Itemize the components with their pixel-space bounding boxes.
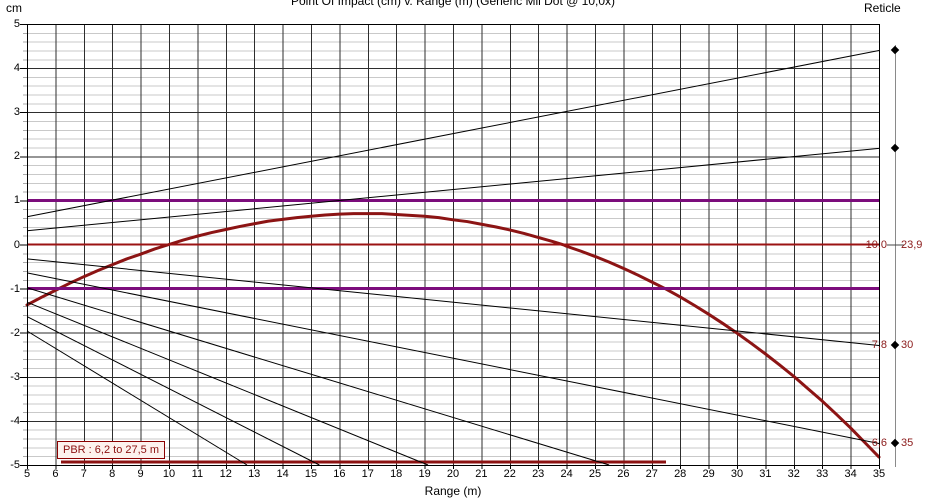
- x-tick-label: 14: [276, 468, 289, 480]
- reticle-mark-label-right: 30: [901, 339, 914, 352]
- x-tick-label: 29: [702, 468, 715, 480]
- y-tick-label: 3: [13, 106, 20, 119]
- y-tick-label: -2: [10, 326, 20, 339]
- x-tick-label: 8: [109, 468, 116, 480]
- x-tick-label: 31: [759, 468, 772, 480]
- reticle-panel-title: Reticle: [864, 1, 901, 15]
- x-tick-label: 33: [816, 468, 829, 480]
- y-tick-label: 1: [13, 194, 20, 207]
- y-tick-label: 4: [13, 62, 20, 75]
- x-tick-label: 9: [137, 468, 144, 480]
- x-tick-label: 18: [390, 468, 403, 480]
- x-tick-label: 15: [304, 468, 318, 480]
- mil-dot-line-below-1: [26, 258, 880, 346]
- y-tick-label: -3: [10, 370, 20, 383]
- pbr-annotation-box: PBR : 6,2 to 27,5 m: [57, 441, 165, 459]
- x-tick-label: 5: [23, 468, 31, 480]
- x-tick-label: 12: [219, 468, 232, 480]
- x-tick-label: 35: [872, 468, 886, 480]
- x-tick-label: 25: [588, 468, 602, 480]
- reticle-mark-label-right: 23,9: [901, 238, 923, 251]
- reticle-mark-label-left: 6,6: [871, 437, 887, 450]
- x-tick-label: 16: [333, 468, 346, 480]
- y-tick-label: 5: [13, 18, 20, 30]
- y-tick-label: -5: [10, 459, 20, 471]
- x-tick-label: 28: [674, 468, 687, 480]
- x-tick-label: 26: [617, 468, 630, 480]
- mil-dot-line-below-2: [26, 272, 880, 444]
- y-axis-unit-label: cm: [6, 1, 22, 15]
- x-tick-label: 17: [361, 468, 374, 480]
- chart-title: Point Of Impact (cm) v. Range (m) (Gener…: [290, 0, 616, 8]
- x-tick-label: 21: [475, 468, 488, 480]
- y-tick-label: -4: [10, 414, 20, 427]
- x-tick-label: 22: [503, 468, 516, 480]
- x-tick-label: 30: [730, 468, 744, 480]
- reticle-mark-label-left: 7,8: [871, 339, 887, 352]
- mil-dot-line-below-5: [26, 316, 320, 466]
- reticle-mark-label-right: 35: [901, 437, 914, 450]
- reticle-mark-label-left: 10,0: [865, 238, 887, 251]
- x-tick-label: 6: [52, 468, 59, 480]
- mil-dot-line-below-4: [26, 301, 429, 466]
- mil-dot-line-above-2: [26, 49, 880, 218]
- mil-dot-line-above-1: [26, 147, 880, 232]
- x-tick-label: 20: [446, 468, 460, 480]
- mil-dot-line-below-6: [26, 330, 248, 466]
- x-tick-label: 34: [844, 468, 857, 480]
- y-tick-label: 0: [13, 238, 20, 251]
- x-tick-label: 19: [418, 468, 431, 480]
- y-tick-label: 2: [13, 150, 20, 163]
- x-tick-label: 7: [80, 468, 87, 480]
- x-tick-label: 23: [532, 468, 545, 480]
- mil-dot-line-below-3: [26, 287, 610, 466]
- x-axis-label: Range (m): [424, 484, 482, 498]
- x-tick-label: 10: [162, 468, 176, 480]
- y-tick-label: -1: [10, 282, 20, 295]
- x-tick-label: 11: [191, 468, 204, 480]
- x-tick-label: 27: [645, 468, 658, 480]
- x-tick-label: 24: [560, 468, 573, 480]
- x-tick-label: 13: [248, 468, 261, 480]
- x-tick-label: 32: [787, 468, 800, 480]
- plot-border: [27, 24, 880, 466]
